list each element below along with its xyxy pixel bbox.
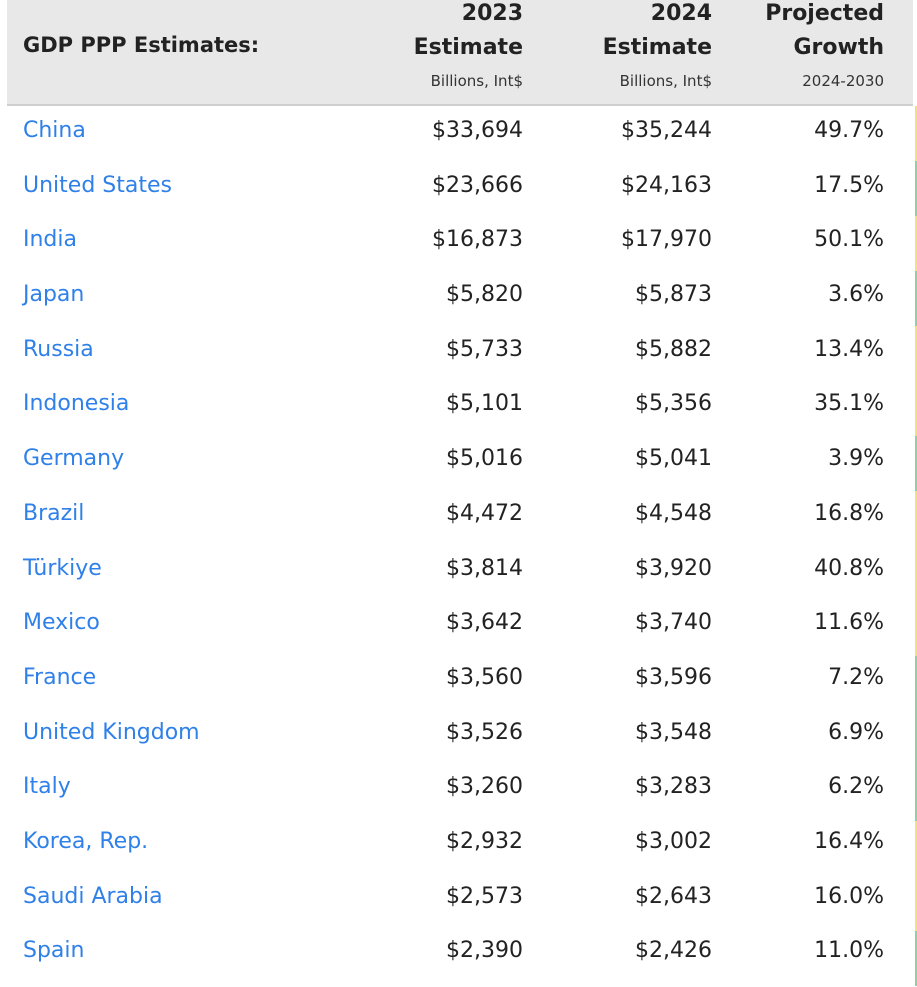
column-header-line2: Growth — [793, 35, 884, 60]
heatmap-edge-strip — [915, 106, 917, 986]
gdp-2024-cell: $2,643 — [635, 883, 712, 909]
gdp-2023-cell: $3,260 — [446, 774, 523, 800]
gdp-2023-cell: $5,820 — [446, 282, 523, 308]
gdp-ppp-table: GDP PPP Estimates: 2023 Estimate Billion… — [7, 0, 913, 981]
growth-cell: 7.2% — [828, 664, 884, 690]
column-header-2024[interactable]: 2024 Estimate Billions, Int$ — [603, 0, 712, 92]
country-link[interactable]: France — [23, 664, 97, 690]
column-header-unit: 2024-2030 — [802, 72, 884, 90]
table-header: GDP PPP Estimates: 2023 Estimate Billion… — [7, 0, 913, 106]
column-header-projected-growth[interactable]: Projected Growth 2024-2030 — [765, 0, 884, 92]
column-header-line2: Estimate — [413, 35, 523, 60]
column-header-line2: Estimate — [602, 35, 712, 60]
table-row: Japan $5,820 $5,873 3.6% — [7, 270, 913, 325]
gdp-2023-cell: $2,932 — [446, 828, 523, 854]
gdp-2023-cell: $5,733 — [446, 336, 523, 362]
gdp-2024-cell: $5,356 — [635, 391, 712, 417]
column-header-2023[interactable]: 2023 Estimate Billions, Int$ — [414, 0, 523, 92]
gdp-2024-cell: $4,548 — [635, 500, 712, 526]
gdp-2023-cell: $3,560 — [446, 664, 523, 690]
country-link[interactable]: Mexico — [23, 610, 100, 636]
growth-cell: 13.4% — [814, 336, 884, 362]
table-row: Saudi Arabia $2,573 $2,643 16.0% — [7, 872, 913, 927]
gdp-2023-cell: $3,526 — [446, 719, 523, 745]
country-link[interactable]: United Kingdom — [23, 719, 200, 745]
table-row: Brazil $4,472 $4,548 16.8% — [7, 489, 913, 544]
growth-cell: 16.4% — [814, 828, 884, 854]
country-link[interactable]: Indonesia — [23, 391, 130, 417]
gdp-2023-cell: $2,390 — [446, 938, 523, 964]
growth-cell: 6.9% — [828, 719, 884, 745]
country-link[interactable]: Japan — [23, 282, 85, 308]
table-row: United Kingdom $3,526 $3,548 6.9% — [7, 708, 913, 763]
gdp-2023-cell: $33,694 — [432, 118, 523, 143]
table-row: Korea, Rep. $2,932 $3,002 16.4% — [7, 817, 913, 872]
growth-cell: 16.8% — [814, 500, 884, 526]
gdp-2024-cell: $3,920 — [635, 555, 712, 581]
country-link[interactable]: India — [23, 227, 77, 253]
growth-cell: 17.5% — [814, 172, 884, 198]
table-row: China $33,694 $35,244 49.7% — [7, 106, 913, 161]
growth-cell: 50.1% — [814, 227, 884, 253]
gdp-2023-cell: $4,472 — [446, 500, 523, 526]
gdp-2023-cell: $5,101 — [446, 391, 523, 417]
gdp-2023-cell: $5,016 — [446, 446, 523, 472]
growth-cell: 11.0% — [814, 938, 884, 964]
country-link[interactable]: Korea, Rep. — [23, 828, 149, 854]
country-link[interactable]: Saudi Arabia — [23, 883, 163, 909]
gdp-2024-cell: $5,882 — [635, 336, 712, 362]
growth-cell: 35.1% — [814, 391, 884, 417]
growth-cell: 3.9% — [828, 446, 884, 472]
gdp-2024-cell: $3,002 — [635, 828, 712, 854]
table-row: India $16,873 $17,970 50.1% — [7, 215, 913, 270]
country-link[interactable]: Spain — [23, 938, 85, 964]
country-link[interactable]: Türkiye — [23, 555, 102, 581]
gdp-2024-cell: $3,740 — [635, 610, 712, 636]
country-link[interactable]: United States — [23, 172, 172, 198]
column-header-line1: Projected — [765, 1, 884, 26]
table-row: Germany $5,016 $5,041 3.9% — [7, 434, 913, 489]
table-row: France $3,560 $3,596 7.2% — [7, 653, 913, 708]
column-header-line1: 2023 — [461, 1, 523, 26]
gdp-2024-cell: $3,596 — [635, 664, 712, 690]
table-row: Spain $2,390 $2,426 11.0% — [7, 926, 913, 981]
growth-cell: 16.0% — [814, 883, 884, 909]
gdp-2024-cell: $35,244 — [621, 118, 712, 143]
gdp-2023-cell: $3,642 — [446, 610, 523, 636]
growth-cell: 3.6% — [828, 282, 884, 308]
column-header-unit: Billions, Int$ — [619, 72, 712, 90]
gdp-2024-cell: $17,970 — [621, 227, 712, 253]
country-link[interactable]: China — [23, 118, 86, 143]
gdp-2023-cell: $16,873 — [432, 227, 523, 253]
table-row: Indonesia $5,101 $5,356 35.1% — [7, 379, 913, 434]
country-link[interactable]: Brazil — [23, 500, 85, 526]
gdp-2024-cell: $24,163 — [621, 172, 712, 198]
column-header-line1: 2024 — [650, 1, 712, 26]
table-row: Italy $3,260 $3,283 6.2% — [7, 762, 913, 817]
country-link[interactable]: Germany — [23, 446, 125, 472]
gdp-2023-cell: $23,666 — [432, 172, 523, 198]
gdp-2024-cell: $2,426 — [635, 938, 712, 964]
table-title: GDP PPP Estimates: — [23, 33, 260, 57]
country-link[interactable]: Italy — [23, 774, 71, 800]
growth-cell: 11.6% — [814, 610, 884, 636]
gdp-2024-cell: $3,283 — [635, 774, 712, 800]
gdp-2023-cell: $3,814 — [446, 555, 523, 581]
gdp-2023-cell: $2,573 — [446, 883, 523, 909]
growth-cell: 49.7% — [814, 118, 884, 143]
growth-cell: 40.8% — [814, 555, 884, 581]
table-row: Türkiye $3,814 $3,920 40.8% — [7, 544, 913, 599]
country-link[interactable]: Russia — [23, 336, 94, 362]
column-header-unit: Billions, Int$ — [430, 72, 523, 90]
table-row: Russia $5,733 $5,882 13.4% — [7, 325, 913, 380]
table-row: United States $23,666 $24,163 17.5% — [7, 161, 913, 216]
gdp-2024-cell: $3,548 — [635, 719, 712, 745]
gdp-2024-cell: $5,873 — [635, 282, 712, 308]
table-row: Mexico $3,642 $3,740 11.6% — [7, 598, 913, 653]
table-body: China $33,694 $35,244 49.7% United State… — [7, 106, 913, 981]
growth-cell: 6.2% — [828, 774, 884, 800]
gdp-2024-cell: $5,041 — [635, 446, 712, 472]
